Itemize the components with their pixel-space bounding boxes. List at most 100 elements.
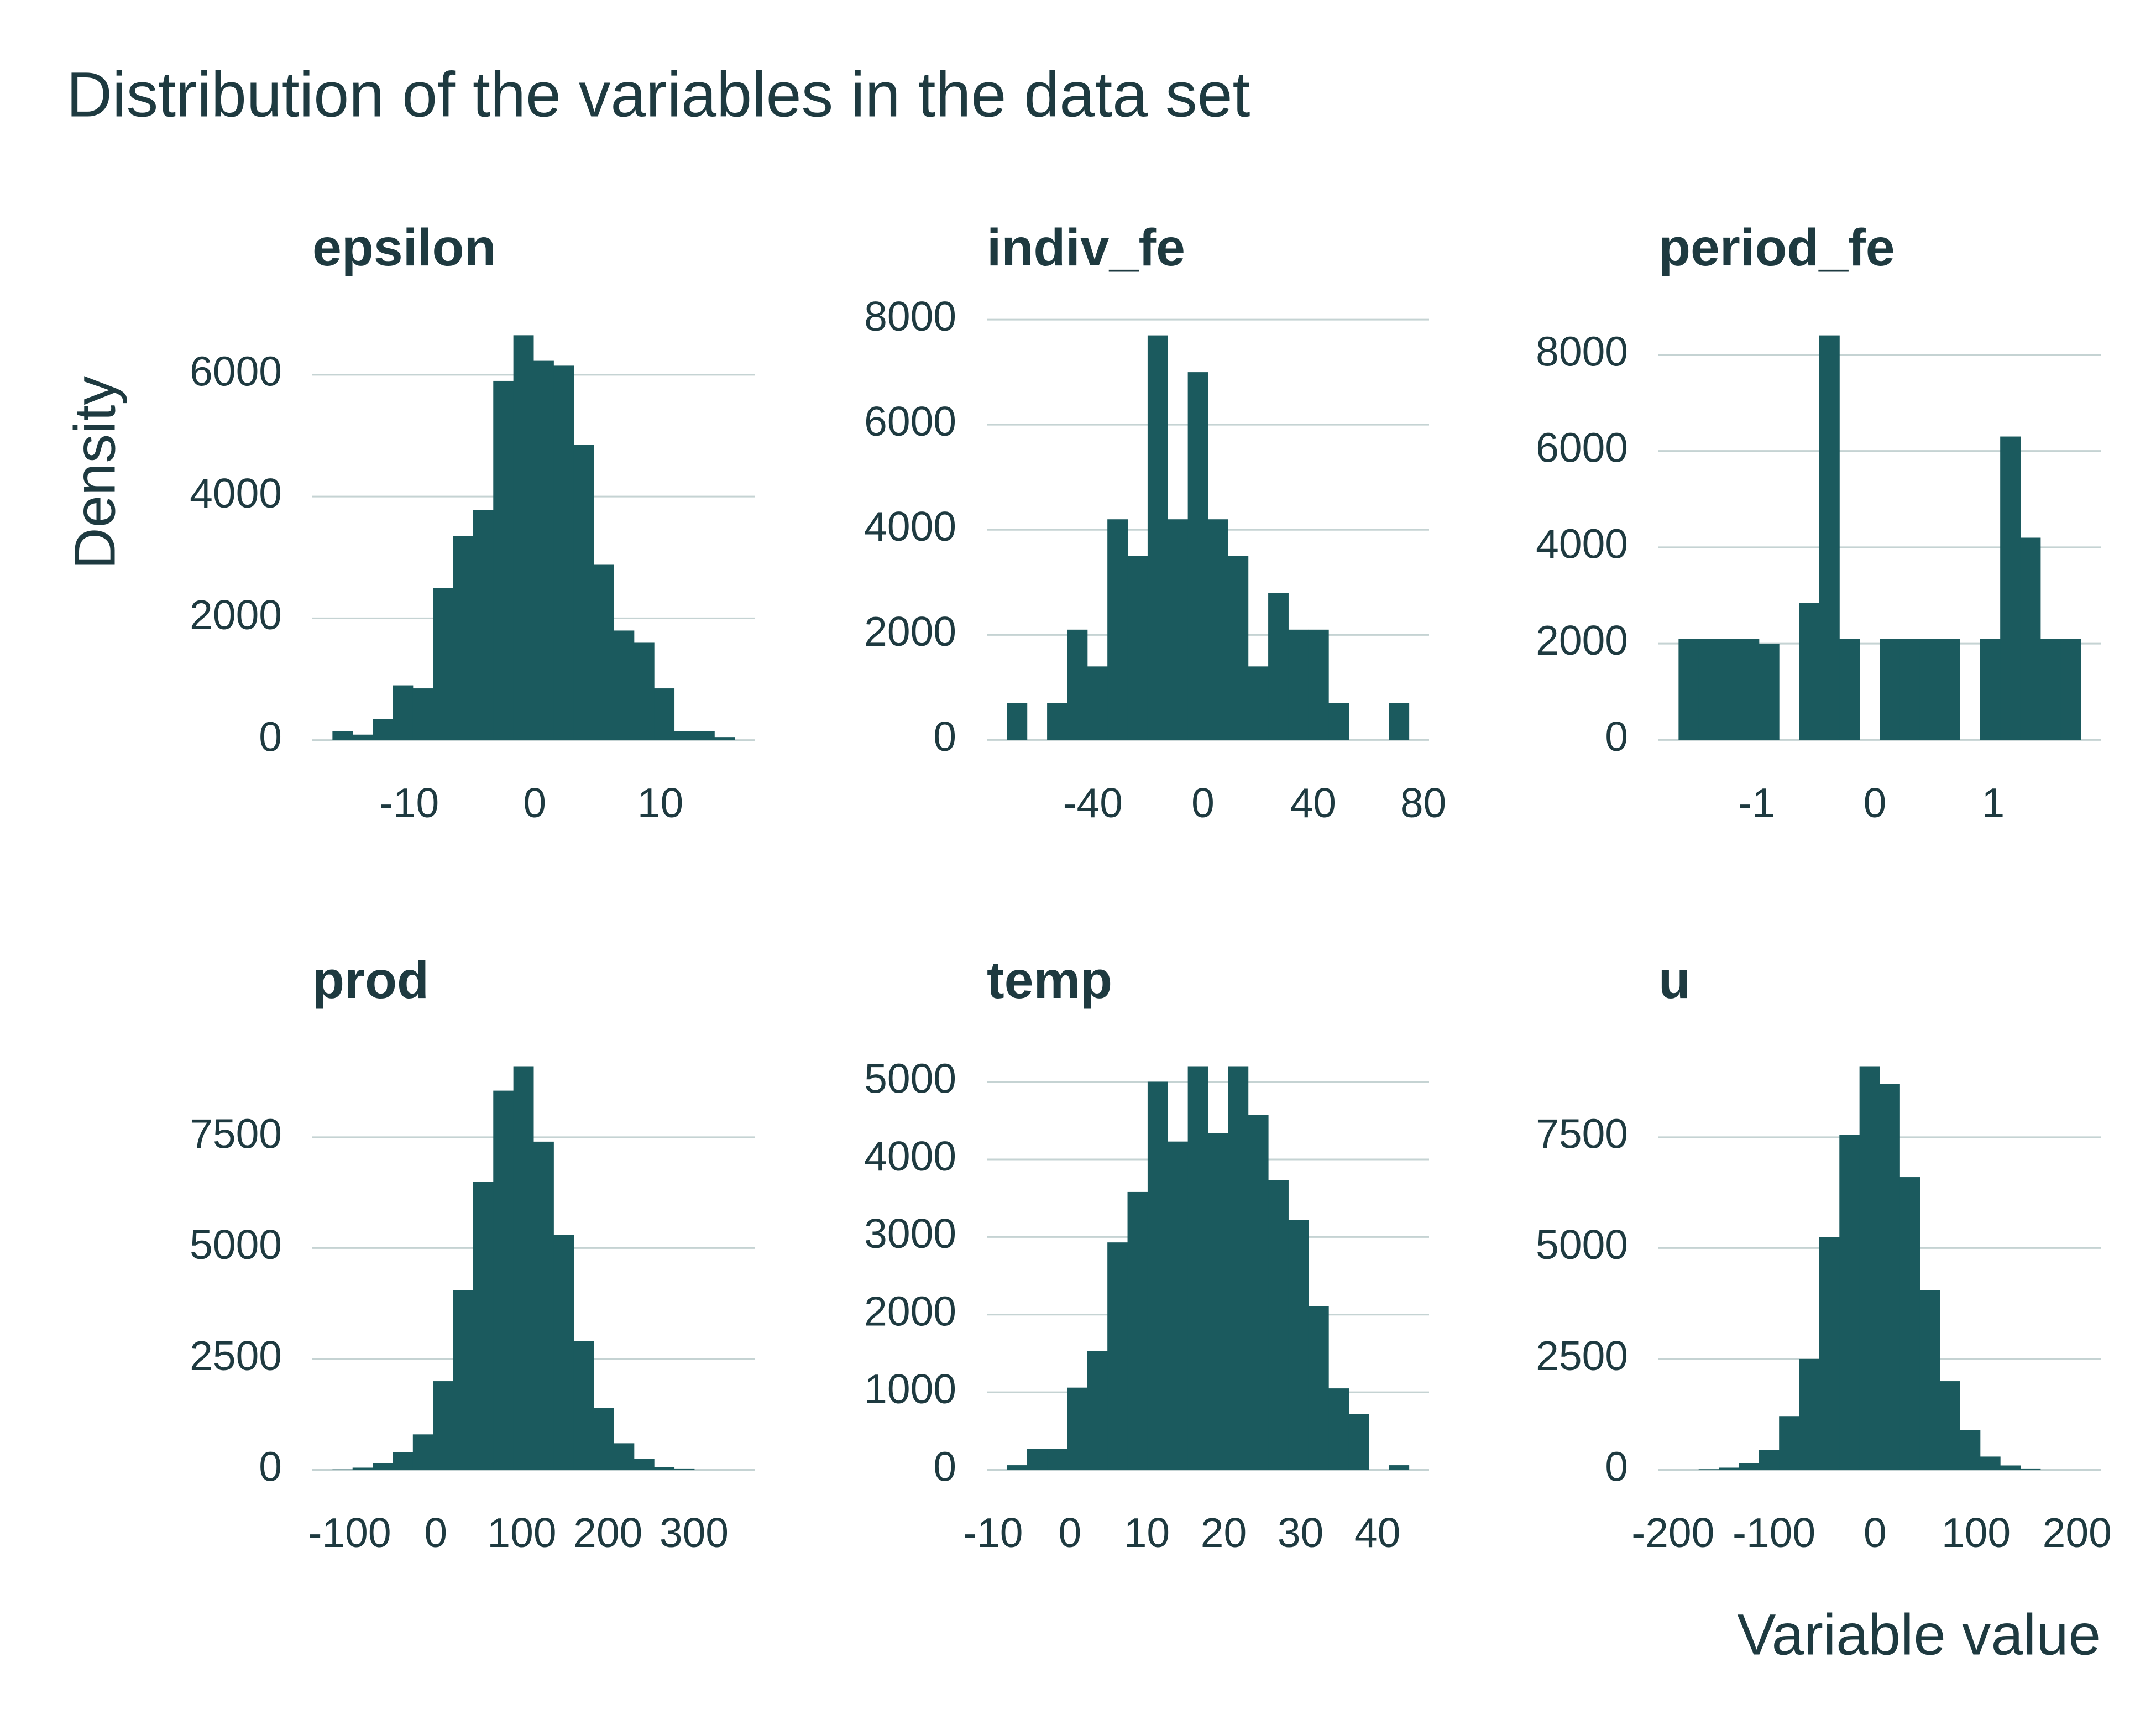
bar (1328, 1388, 1349, 1470)
y-tick-label: 6000 (190, 348, 282, 395)
bar (1168, 519, 1189, 740)
x-tick-label: 0 (1864, 1509, 1887, 1556)
bar (1348, 1414, 1369, 1470)
bar (634, 1459, 655, 1470)
bar (1047, 703, 1067, 740)
y-tick-label: 2000 (190, 592, 282, 638)
y-tick-label: 6000 (864, 398, 956, 445)
y-tick-label: 4000 (864, 503, 956, 550)
x-tick-label: 300 (660, 1509, 729, 1556)
y-tick-label: 2500 (190, 1332, 282, 1379)
bar (473, 510, 494, 740)
bar (553, 1235, 574, 1470)
bar (1759, 1450, 1780, 1470)
y-tick-label: 0 (259, 1443, 282, 1489)
bar (393, 1452, 414, 1470)
bar (553, 365, 574, 740)
bar (1067, 1387, 1088, 1470)
bar (533, 360, 554, 740)
bar (1839, 639, 1860, 740)
bar (1127, 1191, 1148, 1470)
x-tick-label: 80 (1400, 780, 1446, 826)
bar (1719, 639, 1739, 740)
y-tick-label: 5000 (190, 1221, 282, 1268)
bar (1268, 1180, 1289, 1470)
y-tick-label: 1000 (864, 1366, 956, 1412)
bar (594, 564, 614, 740)
bar (513, 1066, 534, 1470)
bar (614, 1443, 635, 1470)
y-tick-label: 0 (1605, 1443, 1628, 1489)
bar (1107, 1242, 1128, 1470)
bar (373, 719, 393, 740)
y-tick-label: 0 (933, 1443, 956, 1489)
bar (1208, 1133, 1228, 1470)
x-tick-label: 30 (1278, 1509, 1323, 1556)
bar (393, 685, 414, 740)
bar (1047, 1449, 1067, 1470)
bar (1248, 666, 1269, 740)
bar (1819, 335, 1840, 740)
bar (614, 630, 635, 740)
bar (1859, 1066, 1880, 1470)
bar (533, 1141, 554, 1470)
x-tick-label: -10 (963, 1509, 1023, 1556)
bar (433, 1381, 454, 1470)
y-tick-label: 0 (259, 713, 282, 760)
bar (412, 1434, 433, 1470)
bar (1940, 1381, 1960, 1470)
bar (654, 1467, 675, 1470)
x-tick-label: 10 (1124, 1509, 1170, 1556)
bar (1208, 519, 1228, 740)
bar (2020, 537, 2041, 740)
y-tick-label: 2000 (1536, 617, 1628, 663)
bar (1308, 629, 1329, 740)
bar (1389, 1465, 1410, 1470)
facet-title: epsilon (312, 218, 496, 277)
y-tick-label: 4000 (1536, 521, 1628, 567)
bar (493, 380, 514, 740)
x-tick-label: -100 (308, 1509, 391, 1556)
bar (1328, 703, 1349, 740)
bar (1698, 639, 1719, 740)
x-axis-label: Variable value (1737, 1603, 2101, 1668)
bar (1187, 1066, 1208, 1470)
bar (433, 588, 454, 740)
bar (1107, 519, 1128, 740)
x-tick-label: 100 (1942, 1509, 2011, 1556)
facet-title: u (1658, 951, 1691, 1010)
x-tick-label: -100 (1733, 1509, 1815, 1556)
x-tick-label: 0 (1864, 780, 1887, 826)
bar (1228, 556, 1249, 740)
x-tick-label: 100 (487, 1509, 556, 1556)
bar (2020, 1468, 2041, 1470)
bar (1719, 1467, 1739, 1470)
bar (1168, 1141, 1189, 1470)
bar (573, 445, 594, 740)
bar (1147, 1081, 1168, 1470)
bar (1919, 1290, 1940, 1470)
bar (1288, 1220, 1309, 1470)
bar (674, 731, 695, 740)
bar (1839, 1135, 1860, 1470)
bar (573, 1341, 594, 1470)
facet-title: temp (987, 951, 1112, 1010)
bar (1678, 639, 1699, 740)
bar (1147, 335, 1168, 740)
bar (373, 1463, 393, 1470)
y-tick-label: 7500 (190, 1111, 282, 1157)
bar (634, 642, 655, 740)
bar (493, 1090, 514, 1470)
x-tick-label: 0 (1191, 780, 1215, 826)
bar (412, 688, 433, 740)
bar (1819, 1237, 1840, 1470)
y-axis-label: Density (63, 375, 128, 569)
x-tick-label: 20 (1201, 1509, 1247, 1556)
bar (594, 1408, 614, 1470)
bar (1799, 1358, 1820, 1470)
bar (1087, 1351, 1108, 1470)
bar (1980, 1456, 2001, 1470)
y-tick-label: 0 (1605, 713, 1628, 760)
bar (1389, 703, 1410, 740)
bar (1779, 1416, 1800, 1470)
